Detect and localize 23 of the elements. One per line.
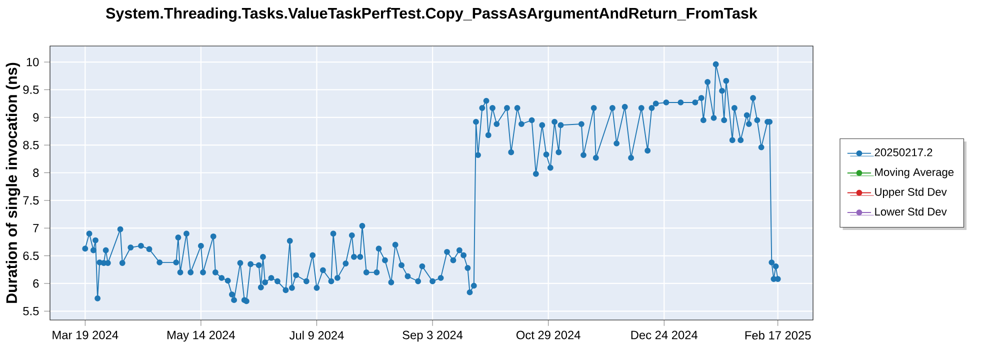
y-axis-title: Duration of single invocation (ns) bbox=[6, 62, 20, 303]
y-tick-label: 5.5 bbox=[23, 306, 39, 316]
x-tick-label: Sep 3 2024 bbox=[402, 330, 463, 342]
y-tick-label: 6 bbox=[33, 279, 39, 288]
x-tick-label: Dec 24 2024 bbox=[631, 330, 698, 340]
x-tick-label: Mar 19 2024 bbox=[52, 330, 118, 340]
y-tick-label: 7.5 bbox=[23, 196, 39, 205]
x-tick-label: May 14 2024 bbox=[168, 330, 235, 342]
x-tick-label: Feb 17 2025 bbox=[745, 330, 811, 340]
legend-label: 20250217.2 bbox=[874, 148, 932, 156]
x-tick-label: Oct 29 2024 bbox=[516, 330, 580, 340]
legend-label: Upper Std Dev bbox=[875, 188, 947, 198]
y-tick-label: 9.5 bbox=[23, 86, 39, 94]
legend-label: Moving Average bbox=[875, 168, 954, 178]
chart-title: System.Threading.Tasks.ValueTaskPerfTest.Copy_PassAsArgumentAndReturn_FromTask bbox=[106, 7, 758, 22]
y-tick-label: 7 bbox=[33, 224, 39, 232]
x-tick-label: Jul 9 2024 bbox=[289, 330, 344, 340]
y-tick-label: 10 bbox=[26, 58, 39, 66]
y-tick-label: 9 bbox=[33, 113, 39, 122]
y-tick-label: 8.5 bbox=[23, 140, 39, 150]
y-tick-label: 6.5 bbox=[23, 252, 39, 260]
legend-label: Lower Std Dev bbox=[875, 207, 947, 216]
y-tick-label: 8 bbox=[33, 168, 39, 177]
